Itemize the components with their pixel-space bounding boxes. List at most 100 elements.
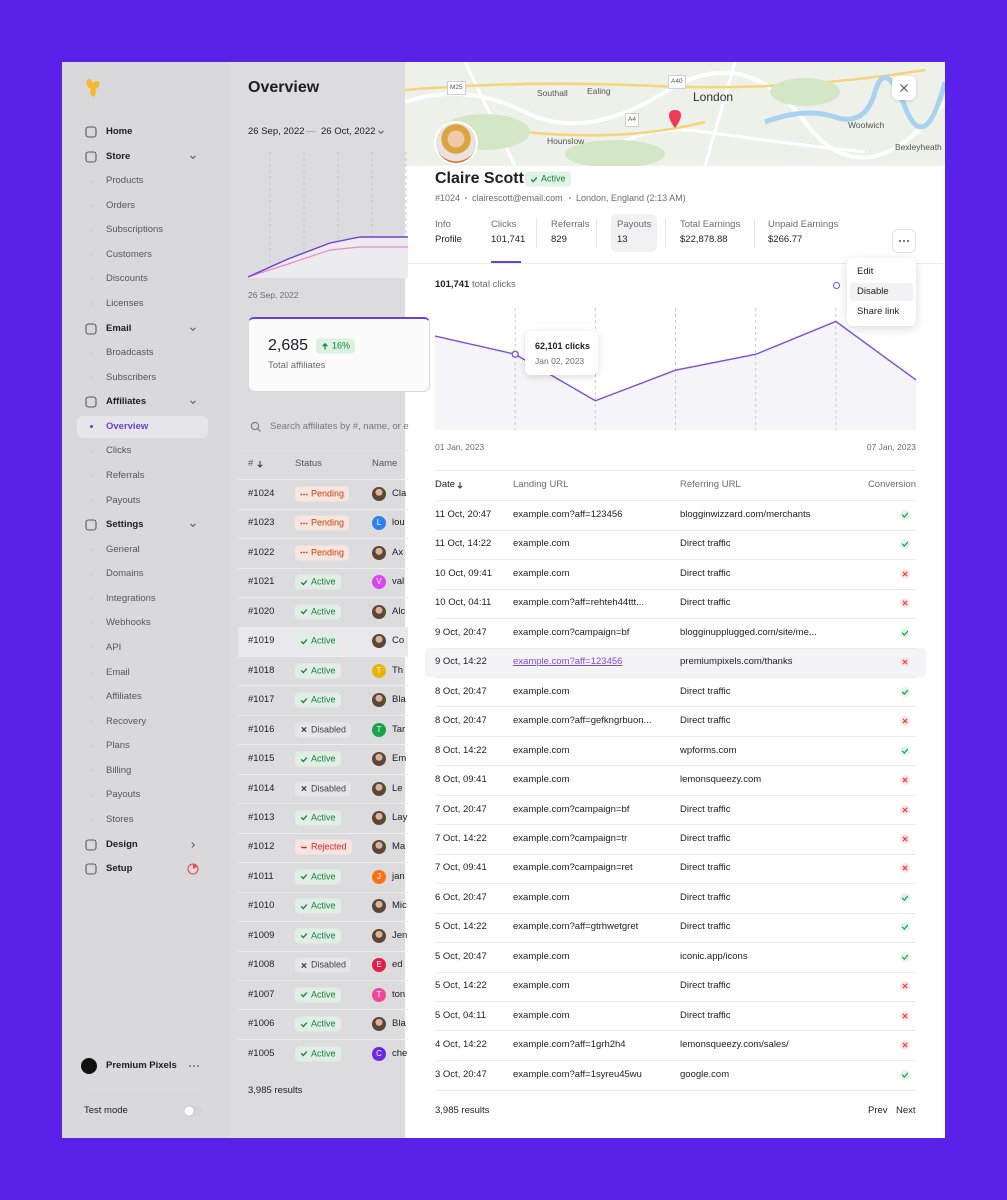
landing-url[interactable]: example.com?campaign=tr [513, 832, 628, 844]
nav-subitem[interactable]: Clicks [106, 445, 132, 457]
affiliate-id[interactable]: #1018 [248, 664, 275, 676]
nav-subitem[interactable]: Integrations [106, 592, 156, 604]
affiliate-name[interactable]: ton [392, 988, 406, 1000]
column-header[interactable]: Landing URL [513, 479, 569, 490]
tab-value[interactable]: 13 [617, 234, 628, 245]
landing-url[interactable]: example.com?aff=1grh2h4 [513, 1039, 626, 1051]
close-button[interactable] [892, 76, 916, 100]
nav-item[interactable]: Email [106, 322, 132, 334]
landing-url[interactable]: example.com [513, 538, 570, 550]
nav-subitem[interactable]: Payouts [106, 494, 141, 506]
next-button[interactable]: Next [896, 1105, 916, 1116]
affiliate-name[interactable]: Bla [392, 1018, 406, 1030]
tab-value[interactable]: $22,878.88 [680, 234, 728, 245]
column-header[interactable]: Name [372, 458, 398, 469]
affiliate-id[interactable]: #1014 [248, 782, 275, 794]
affiliate-name[interactable]: jan [392, 870, 405, 882]
affiliate-id[interactable]: #1023 [248, 517, 275, 529]
landing-url[interactable]: example.com?aff=gtrhwetgret [513, 921, 639, 933]
affiliate-name[interactable]: Jen [392, 929, 408, 941]
affiliate-name[interactable]: Lay [392, 811, 408, 823]
landing-url[interactable]: example.com [513, 744, 570, 756]
nav-subitem[interactable]: Overview [106, 420, 149, 432]
nav-item[interactable]: Setup [106, 863, 133, 875]
affiliate-name[interactable]: lou [392, 517, 405, 529]
tab-label[interactable]: Unpaid Earnings [768, 219, 839, 230]
column-header[interactable]: # [248, 458, 254, 469]
affiliate-id[interactable]: #1019 [248, 635, 275, 647]
nav-item[interactable]: Design [106, 838, 138, 850]
landing-url[interactable]: example.com [513, 774, 570, 786]
affiliate-name[interactable]: Ma [392, 841, 406, 853]
landing-url[interactable]: example.com?aff=gefkngrbuon... [513, 715, 652, 727]
menu-item[interactable]: Edit [857, 266, 874, 277]
prev-button[interactable]: Prev [868, 1105, 888, 1116]
column-header[interactable]: Status [295, 458, 322, 469]
nav-item[interactable]: Home [106, 126, 133, 137]
affiliate-name[interactable]: Th [392, 664, 404, 676]
more-button[interactable] [892, 229, 916, 253]
landing-url[interactable]: example.com [513, 685, 570, 697]
landing-url[interactable]: example.com [513, 950, 570, 962]
tab-value[interactable]: 101,741 [491, 234, 526, 245]
affiliate-id[interactable]: #1015 [248, 753, 275, 765]
tab-value[interactable]: 829 [551, 234, 567, 245]
tab-label[interactable]: Clicks [491, 219, 517, 230]
affiliate-name[interactable]: Co [392, 635, 405, 647]
affiliate-name[interactable]: Em [392, 753, 407, 765]
nav-subitem[interactable]: Plans [106, 740, 130, 752]
landing-url[interactable]: example.com?campaign=bf [513, 626, 630, 638]
landing-url[interactable]: example.com?campaign=bf [513, 803, 630, 815]
landing-url[interactable]: example.com [513, 1009, 570, 1021]
affiliate-name[interactable]: Alc [392, 605, 406, 617]
menu-item[interactable]: Disable [857, 286, 889, 297]
nav-item[interactable]: Store [106, 150, 131, 162]
affiliate-id[interactable]: #1013 [248, 811, 275, 823]
affiliate-id[interactable]: #1010 [248, 900, 275, 912]
column-header[interactable]: Date [435, 479, 456, 490]
nav-subitem[interactable]: Orders [106, 199, 136, 211]
affiliate-name[interactable]: Bla [392, 694, 406, 706]
affiliate-id[interactable]: #1012 [248, 841, 275, 853]
landing-url[interactable]: example.com?aff=123456 [513, 509, 623, 520]
landing-url[interactable]: example.com [513, 567, 570, 579]
landing-url[interactable]: example.com [513, 891, 570, 903]
nav-subitem[interactable]: Billing [106, 764, 132, 776]
tab-value[interactable]: Profile [435, 234, 462, 245]
nav-subitem[interactable]: Subscriptions [106, 224, 164, 236]
landing-url[interactable]: example.com?campaign=ret [513, 862, 633, 874]
column-header[interactable]: Conversion [867, 479, 916, 490]
affiliate-id[interactable]: #1011 [248, 870, 274, 882]
affiliate-id[interactable]: #1021 [248, 576, 275, 588]
landing-url[interactable]: example.com?aff=123456 [513, 656, 623, 668]
nav-subitem[interactable]: Products [106, 175, 144, 187]
affiliate-id[interactable]: #1005 [248, 1047, 275, 1059]
nav-subitem[interactable]: Stores [106, 813, 134, 825]
nav-item[interactable]: Settings [106, 519, 144, 531]
affiliate-id[interactable]: #1006 [248, 1018, 275, 1030]
affiliate-id[interactable]: #1008 [248, 959, 275, 971]
landing-url[interactable]: example.com?aff=rehteh44ttt... [513, 597, 645, 609]
affiliate-name[interactable]: Mic [392, 900, 407, 912]
menu-item[interactable]: Share link [857, 306, 900, 317]
affiliate-id[interactable]: #1022 [248, 546, 275, 558]
nav-subitem[interactable]: Discounts [106, 273, 148, 285]
nav-subitem[interactable]: API [106, 641, 122, 653]
nav-subitem[interactable]: Domains [106, 568, 144, 580]
nav-subitem[interactable]: Payouts [106, 789, 141, 801]
affiliate-id[interactable]: #1016 [248, 723, 275, 735]
nav-item[interactable]: Affiliates [106, 396, 147, 408]
account-name[interactable]: Premium Pixels [106, 1060, 177, 1071]
affiliate-id[interactable]: #1017 [248, 694, 275, 706]
nav-subitem[interactable]: Licenses [106, 297, 144, 309]
landing-url[interactable]: example.com?aff=1syreu45wu [513, 1068, 642, 1080]
affiliate-name[interactable]: Cla [392, 488, 407, 499]
nav-subitem[interactable]: Referrals [106, 469, 145, 481]
affiliate-id[interactable]: #1007 [248, 988, 275, 1000]
tab-label[interactable]: Payouts [617, 219, 652, 230]
affiliate-id[interactable]: #1020 [248, 605, 275, 617]
tab-label[interactable]: Info [435, 219, 451, 230]
affiliate-name[interactable]: Tar [392, 723, 406, 735]
nav-subitem[interactable]: Recovery [106, 715, 147, 727]
nav-subitem[interactable]: Customers [106, 248, 152, 260]
